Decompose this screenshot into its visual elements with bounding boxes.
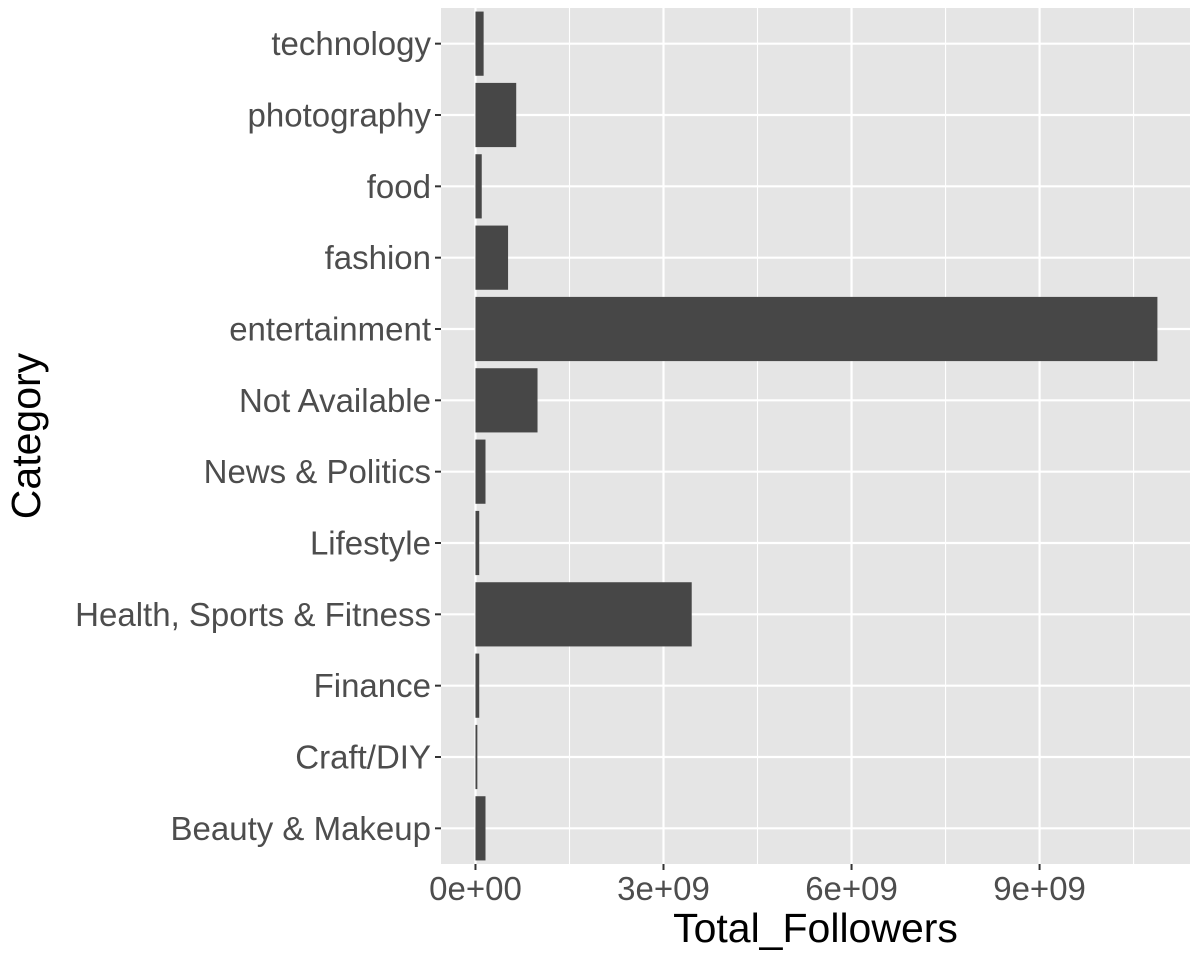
bar-food (475, 154, 482, 219)
y-tick-label: Craft/DIY (295, 739, 431, 776)
x-tick-label: 0e+00 (429, 870, 522, 907)
x-axis: 0e+00 3e+09 6e+09 9e+09 (429, 864, 1086, 907)
x-axis-title: Total_Followers (673, 905, 958, 951)
y-tick-label: fashion (325, 239, 431, 276)
y-axis-title: Category (3, 352, 49, 519)
y-tick-label: technology (271, 25, 431, 62)
plot-panel (441, 8, 1190, 864)
y-tick-label: Finance (314, 667, 431, 704)
bar-technology (475, 11, 484, 76)
bar-health-sports-fitness (475, 582, 692, 647)
x-tick-label: 6e+09 (805, 870, 898, 907)
y-tick-label: Not Available (239, 382, 431, 419)
bar-beauty-makeup (475, 796, 486, 861)
bar-fashion (475, 225, 509, 290)
bar-news-politics (475, 439, 486, 504)
y-tick-label: entertainment (229, 311, 431, 348)
bar-entertainment (475, 296, 1158, 362)
x-tick-label: 9e+09 (993, 870, 1086, 907)
y-tick-label: News & Politics (204, 453, 431, 490)
y-tick-label: food (367, 168, 431, 205)
y-tick-label: photography (248, 97, 432, 134)
y-axis: Beauty & Makeup Craft/DIY Finance Health, S… (75, 25, 441, 847)
bar-not-available (475, 368, 538, 433)
bars (475, 11, 1158, 861)
bar-lifestyle (475, 510, 480, 576)
bar-finance (475, 653, 480, 718)
y-tick-label: Lifestyle (310, 525, 431, 562)
bar-photography (475, 82, 517, 148)
y-tick-label: Health, Sports & Fitness (75, 596, 431, 633)
x-tick-label: 3e+09 (617, 870, 710, 907)
bar-craft-diy (475, 724, 478, 790)
y-tick-label: Beauty & Makeup (171, 810, 432, 847)
